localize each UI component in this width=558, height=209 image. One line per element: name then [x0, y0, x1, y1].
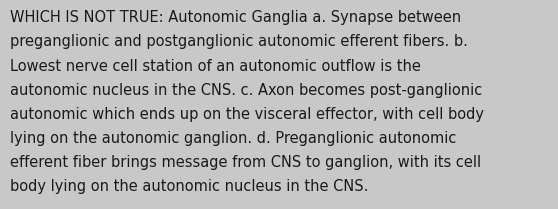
Text: autonomic which ends up on the visceral effector, with cell body: autonomic which ends up on the visceral …: [10, 107, 484, 122]
Text: body lying on the autonomic nucleus in the CNS.: body lying on the autonomic nucleus in t…: [10, 179, 368, 194]
Text: Lowest nerve cell station of an autonomic outflow is the: Lowest nerve cell station of an autonomi…: [10, 59, 421, 74]
Text: lying on the autonomic ganglion. d. Preganglionic autonomic: lying on the autonomic ganglion. d. Preg…: [10, 131, 456, 146]
Text: autonomic nucleus in the CNS. c. Axon becomes post-ganglionic: autonomic nucleus in the CNS. c. Axon be…: [10, 83, 482, 98]
Text: efferent fiber brings message from CNS to ganglion, with its cell: efferent fiber brings message from CNS t…: [10, 155, 481, 170]
Text: WHICH IS NOT TRUE: Autonomic Ganglia a. Synapse between: WHICH IS NOT TRUE: Autonomic Ganglia a. …: [10, 10, 461, 25]
Text: preganglionic and postganglionic autonomic efferent fibers. b.: preganglionic and postganglionic autonom…: [10, 34, 468, 50]
